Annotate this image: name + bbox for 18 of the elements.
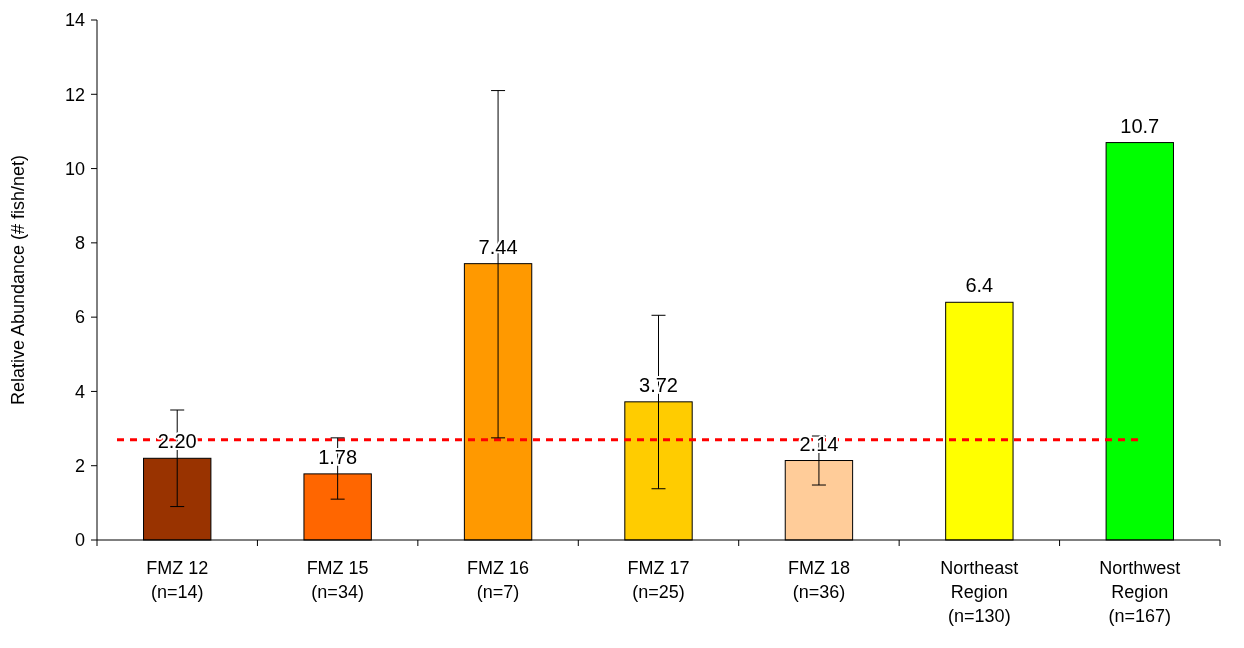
y-tick-label: 14 <box>64 10 85 31</box>
y-tick-label: 10 <box>64 158 85 179</box>
x-tick-label: Northeast Region (n=130) <box>940 558 1019 626</box>
x-tick-label: FMZ 12 (n=14) <box>146 558 209 602</box>
y-tick-label: 8 <box>74 233 85 254</box>
y-tick-label: 12 <box>64 84 85 105</box>
x-tick-label: Northwest Region (n=167) <box>1099 558 1181 626</box>
y-axis-title: Relative Abundance (# fish/net) <box>8 154 28 406</box>
x-tick-label: FMZ 16 (n=7) <box>467 558 530 602</box>
x-tick-label: FMZ 18 (n=36) <box>787 558 850 602</box>
x-tick-label: FMZ 17 (n=25) <box>627 558 690 602</box>
data-label: 6.4 <box>965 274 994 297</box>
x-tick-label: FMZ 15 (n=34) <box>306 558 369 602</box>
data-label: 10.7 <box>1120 114 1160 137</box>
y-tick-label: 2 <box>74 456 85 477</box>
y-tick-label: 6 <box>74 307 85 328</box>
y-tick-label: 0 <box>74 530 85 551</box>
y-tick-label: 4 <box>74 381 85 402</box>
